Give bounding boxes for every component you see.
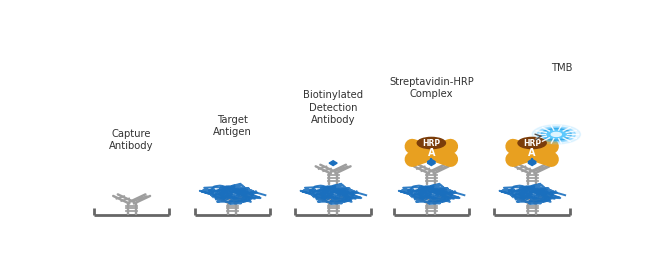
- Polygon shape: [528, 159, 536, 164]
- Circle shape: [532, 125, 580, 144]
- Text: TMB: TMB: [551, 63, 573, 73]
- Circle shape: [537, 127, 575, 142]
- Text: A: A: [528, 148, 536, 158]
- Circle shape: [518, 137, 546, 149]
- Text: Streptavidin-HRP
Complex: Streptavidin-HRP Complex: [389, 77, 474, 99]
- Polygon shape: [528, 161, 536, 166]
- Circle shape: [546, 131, 566, 138]
- Text: Capture
Antibody: Capture Antibody: [109, 129, 154, 151]
- Text: A: A: [428, 148, 435, 158]
- Text: HRP: HRP: [523, 139, 541, 147]
- Text: Biotinylated
Detection
Antibody: Biotinylated Detection Antibody: [303, 90, 363, 125]
- Polygon shape: [427, 159, 436, 164]
- Text: HRP: HRP: [422, 139, 441, 147]
- Polygon shape: [329, 161, 337, 166]
- Polygon shape: [427, 161, 436, 166]
- Text: Target
Antigen: Target Antigen: [213, 115, 252, 137]
- Circle shape: [551, 132, 562, 136]
- Circle shape: [541, 128, 571, 140]
- Circle shape: [417, 137, 445, 149]
